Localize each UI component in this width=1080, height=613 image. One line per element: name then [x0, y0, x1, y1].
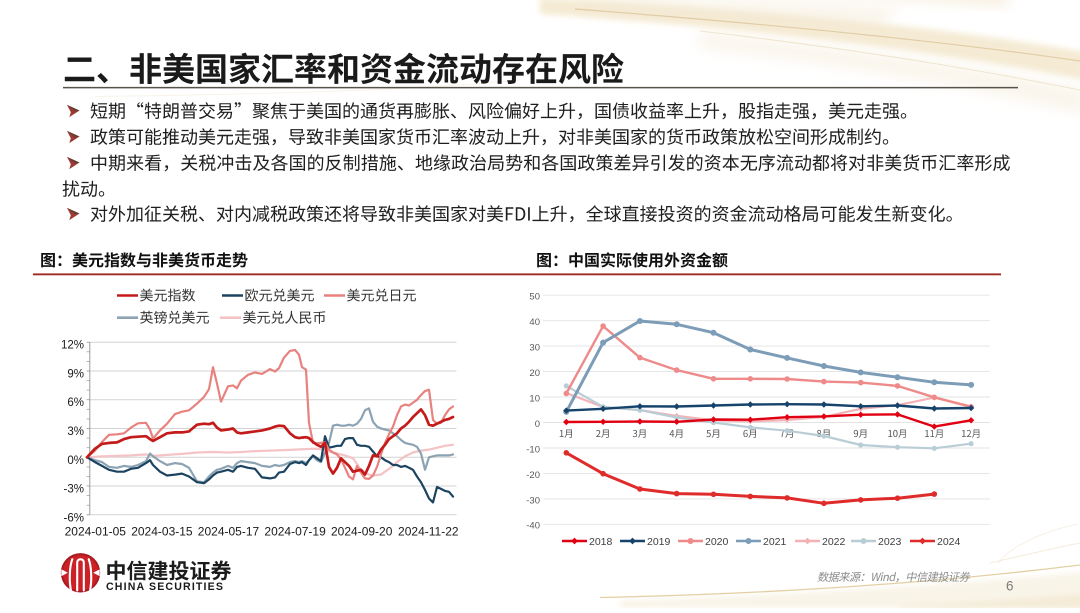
svg-text:40: 40: [529, 317, 540, 328]
svg-text:2024-09-20: 2024-09-20: [331, 525, 393, 539]
svg-text:0%: 0%: [67, 455, 84, 467]
svg-text:6: 6: [1006, 579, 1014, 594]
svg-text:50: 50: [529, 292, 540, 303]
svg-text:10: 10: [529, 393, 540, 404]
svg-text:0: 0: [535, 419, 540, 430]
svg-text:CHINA SECURITIES: CHINA SECURITIES: [106, 581, 224, 593]
svg-text:2024-07-19: 2024-07-19: [264, 525, 326, 539]
svg-text:2021: 2021: [763, 536, 787, 548]
svg-text:-20: -20: [526, 470, 540, 481]
svg-text:2023: 2023: [878, 536, 902, 548]
svg-text:-3%: -3%: [64, 484, 84, 496]
svg-text:-30: -30: [526, 495, 540, 506]
svg-text:2020: 2020: [705, 536, 729, 548]
svg-text:20: 20: [529, 368, 540, 379]
svg-text:-40: -40: [526, 521, 540, 532]
svg-text:2024-11-22: 2024-11-22: [398, 525, 459, 539]
svg-text:9%: 9%: [67, 369, 84, 381]
svg-text:-6%: -6%: [64, 512, 84, 524]
svg-text:2019: 2019: [647, 536, 671, 548]
svg-text:30: 30: [529, 343, 540, 354]
svg-text:12%: 12%: [61, 340, 84, 352]
svg-text:2024-05-17: 2024-05-17: [198, 525, 260, 539]
svg-text:2024-01-05: 2024-01-05: [65, 525, 127, 539]
svg-text:2024-03-15: 2024-03-15: [131, 525, 193, 539]
svg-text:2022: 2022: [822, 536, 846, 548]
svg-text:3%: 3%: [67, 426, 84, 438]
svg-text:2018: 2018: [589, 536, 613, 548]
svg-text:-10: -10: [526, 444, 540, 455]
svg-text:6%: 6%: [67, 397, 84, 409]
svg-text:2024: 2024: [937, 536, 961, 548]
